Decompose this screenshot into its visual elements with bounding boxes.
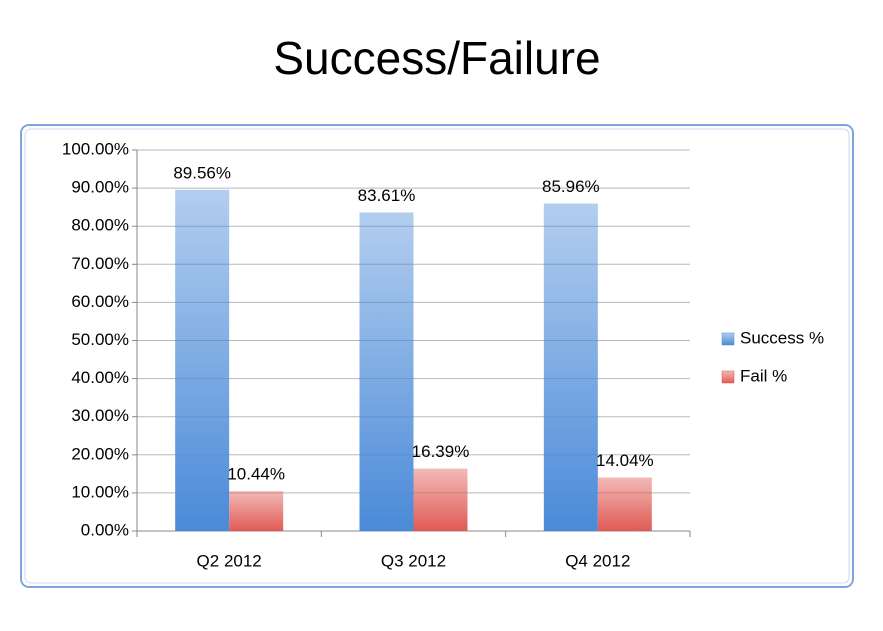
- bar: [175, 189, 230, 531]
- data-label: 14.04%: [596, 451, 654, 470]
- y-tick-label: 40.00%: [71, 368, 129, 387]
- bar: [413, 468, 468, 531]
- y-tick-label: 50.00%: [71, 330, 129, 349]
- data-label: 85.96%: [542, 177, 600, 196]
- data-label: 16.39%: [412, 442, 470, 461]
- data-label: 89.56%: [173, 163, 231, 182]
- legend-label: Success %: [740, 328, 824, 347]
- x-tick-label: Q3 2012: [381, 551, 446, 570]
- y-tick-label: 60.00%: [71, 292, 129, 311]
- x-tick-label: Q4 2012: [565, 551, 630, 570]
- bar: [597, 477, 652, 531]
- y-tick-label: 0.00%: [81, 520, 129, 539]
- y-tick-label: 90.00%: [71, 178, 129, 197]
- y-tick-label: 80.00%: [71, 216, 129, 235]
- bar: [359, 212, 414, 531]
- legend-swatch: [721, 332, 735, 346]
- bar: [543, 203, 598, 531]
- legend-swatch: [721, 370, 735, 384]
- chart-frame-inner: [24, 128, 850, 584]
- y-tick-label: 10.00%: [71, 482, 129, 501]
- data-label: 83.61%: [358, 186, 416, 205]
- chart-title: Success/Failure: [273, 32, 600, 84]
- x-tick-label: Q2 2012: [197, 551, 262, 570]
- y-tick-label: 70.00%: [71, 254, 129, 273]
- y-tick-label: 20.00%: [71, 444, 129, 463]
- data-label: 10.44%: [227, 465, 285, 484]
- legend-label: Fail %: [740, 366, 787, 385]
- y-tick-label: 100.00%: [62, 139, 129, 158]
- bar: [229, 491, 284, 531]
- y-tick-label: 30.00%: [71, 406, 129, 425]
